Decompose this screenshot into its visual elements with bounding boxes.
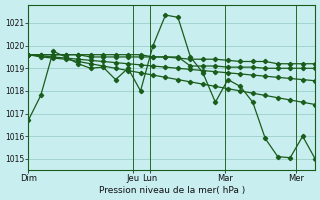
X-axis label: Pression niveau de la mer( hPa ): Pression niveau de la mer( hPa ) <box>99 186 245 195</box>
